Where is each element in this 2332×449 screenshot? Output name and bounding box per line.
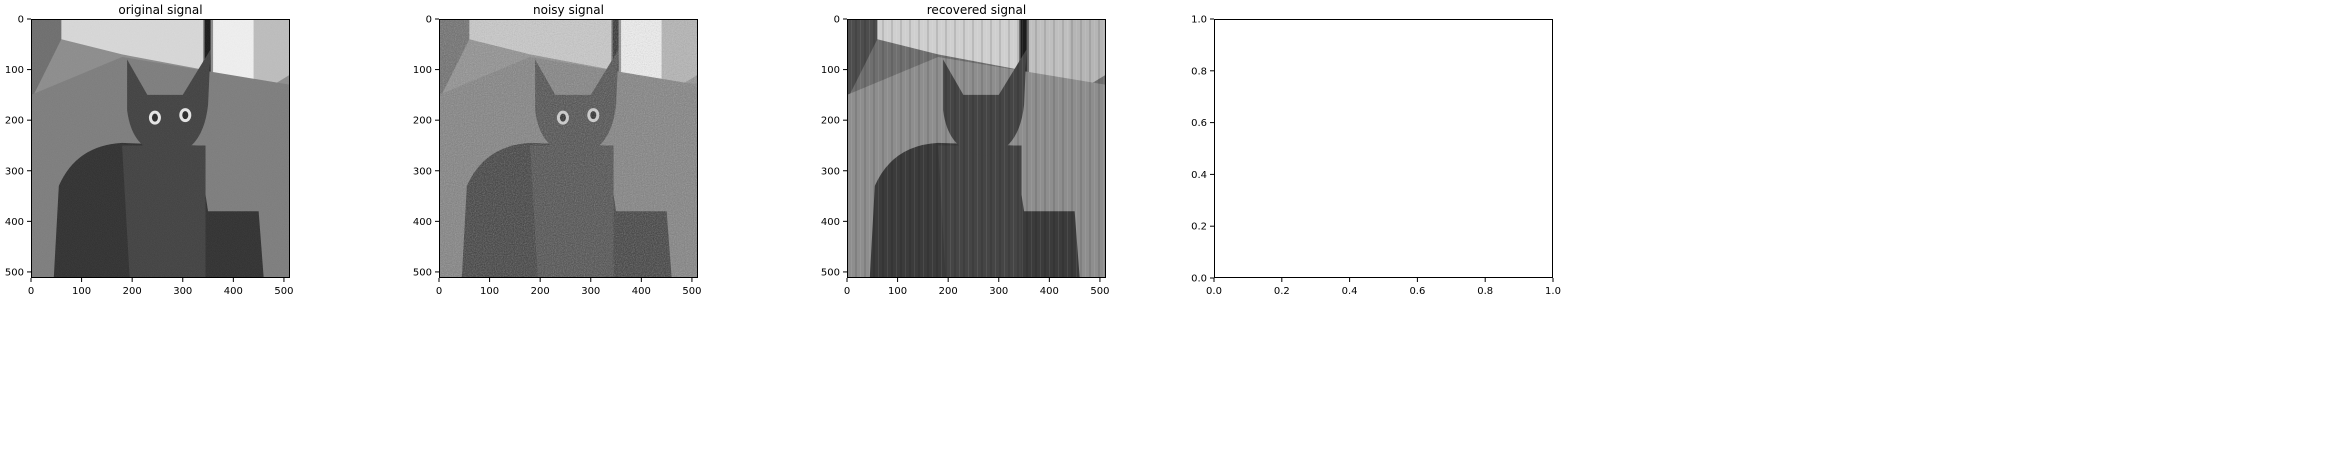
y-tick-label: 0.2 [1191, 222, 1207, 233]
axes-frame [31, 19, 290, 278]
y-tick-label: 0.0 [1191, 274, 1207, 285]
y-tick-label: 0 [18, 15, 24, 26]
y-tick-label: 500 [5, 267, 24, 278]
x-tick-label: 500 [1090, 286, 1109, 297]
y-tick-label: 0.6 [1191, 118, 1207, 129]
y-tick-label: 100 [413, 65, 432, 76]
panel-2: noisy signal 0 100 200 300 400 500 0 100 200 300 40… [413, 3, 702, 297]
y-tick-label: 0 [426, 15, 432, 26]
x-tick-label: 400 [1040, 286, 1059, 297]
y-tick-label: 500 [821, 267, 840, 278]
panel-3: recovered signal 0 100 200 300 400 500 0 100 200 3… [821, 3, 1110, 297]
x-tick-label: 0.8 [1477, 286, 1493, 297]
y-tick-label: 0.4 [1191, 170, 1207, 181]
y-tick-label: 300 [5, 166, 24, 177]
y-tick-label: 400 [5, 217, 24, 228]
original-image-content [31, 19, 290, 278]
x-tick-label: 0 [844, 286, 850, 297]
axes-frame [847, 19, 1106, 278]
x-tick-label: 500 [682, 286, 701, 297]
x-tick-label: 200 [939, 286, 958, 297]
y-tick-label: 100 [821, 65, 840, 76]
noisy-image-content [439, 19, 698, 278]
x-tick-label: 300 [989, 286, 1008, 297]
x-tick-label: 500 [274, 286, 293, 297]
y-tick-label: 200 [413, 116, 432, 127]
x-tick-label: 0.6 [1409, 286, 1425, 297]
axes-frame [1214, 19, 1553, 278]
x-tick-label: 0 [28, 286, 34, 297]
y-tick-label: 0 [834, 15, 840, 26]
y-tick-label: 300 [413, 166, 432, 177]
x-tick-label: 300 [581, 286, 600, 297]
x-tick-label: 0.4 [1342, 286, 1358, 297]
x-tick-label: 0 [436, 286, 442, 297]
x-tick-label: 100 [888, 286, 907, 297]
y-tick-label: 400 [413, 217, 432, 228]
noise-overlay [439, 19, 698, 278]
panel-title: original signal [118, 3, 202, 17]
x-tick-label: 100 [480, 286, 499, 297]
panel-title: recovered signal [927, 3, 1026, 17]
x-tick-label: 400 [632, 286, 651, 297]
y-tick-label: 200 [821, 116, 840, 127]
streak-overlay [847, 19, 1106, 278]
y-tick-label: 400 [821, 217, 840, 228]
x-tick-label: 400 [224, 286, 243, 297]
x-tick-label: 1.0 [1545, 286, 1561, 297]
x-tick-label: 0.0 [1206, 286, 1222, 297]
y-tick-label: 1.0 [1191, 15, 1207, 26]
y-tick-label: 500 [413, 267, 432, 278]
y-tick-label: 0.8 [1191, 66, 1207, 77]
axes-frame [439, 19, 698, 278]
plot-area [1214, 19, 1553, 278]
panel-title: noisy signal [533, 3, 604, 17]
x-tick-label: 200 [123, 286, 142, 297]
x-tick-label: 100 [72, 286, 91, 297]
panel-1: original signal 0 100 200 300 400 500 0 100 200 30… [5, 3, 294, 297]
carpet-texture [31, 19, 290, 278]
panel-4: 0.0 0.2 0.4 0.6 0.8 1.0 0.0 0.2 0.4 0.6 0.8 1.0 [1191, 15, 1561, 298]
x-tick-label: 200 [531, 286, 550, 297]
recovered-image-content [847, 19, 1106, 278]
y-tick-label: 300 [821, 166, 840, 177]
y-tick-label: 200 [5, 116, 24, 127]
y-tick-label: 100 [5, 65, 24, 76]
x-tick-label: 300 [173, 286, 192, 297]
x-tick-label: 0.2 [1274, 286, 1290, 297]
